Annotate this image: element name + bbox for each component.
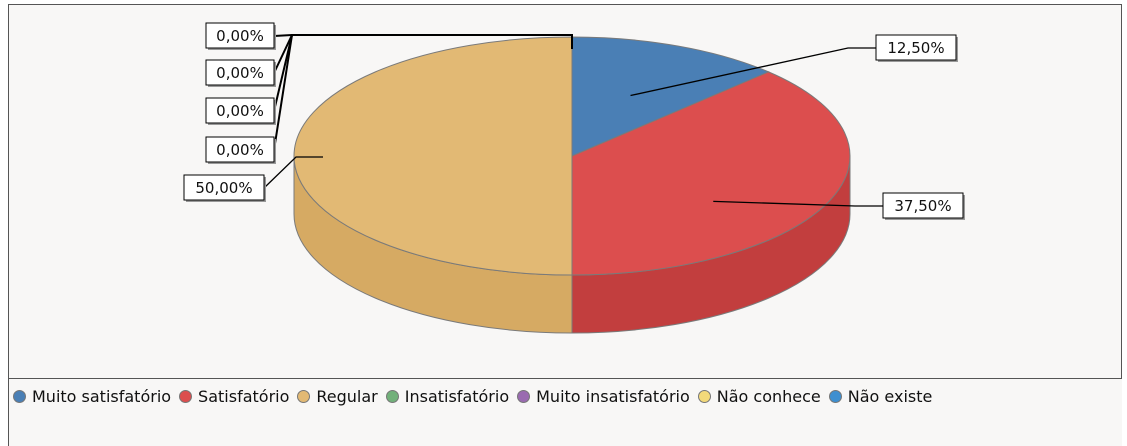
legend: Muito satisfatório Satisfatório Regular Ins…	[8, 379, 1122, 446]
pie-slice-regular	[293, 36, 573, 276]
pie-chart: 12,50% 37,50% 50,00% 0,00% 0,00% 0,00% 0,00%	[183, 22, 965, 334]
legend-item-muito-satisfatorio: Muito satisfatório	[13, 383, 171, 409]
label-box-insatisfatorio	[205, 22, 275, 49]
legend-label-muito-satisfatorio: Muito satisfatório	[32, 386, 172, 406]
leader-line-satisfatorio	[713, 200, 883, 207]
label-box-regular	[183, 174, 265, 201]
legend-label-muito-insatisfatorio: Muito insatisfatório	[536, 386, 690, 406]
legend-swatch-nao-conhece	[697, 389, 711, 403]
data-label-regular: 50,00%	[195, 179, 252, 197]
pie-slice-satisfatorio	[571, 71, 851, 276]
label-box-muito-insatisfatorio	[205, 59, 275, 86]
legend-item-insatisfatorio: Insatisfatório	[385, 383, 510, 409]
leader-line-muito-satisfatorio	[630, 47, 876, 97]
legend-item-satisfatorio: Satisfatório	[179, 383, 289, 409]
data-label-muito-satisfatorio: 12,50%	[887, 39, 944, 57]
leader-line-regular	[263, 156, 323, 189]
label-box-nao-conhece	[205, 97, 275, 124]
data-label-satisfatorio: 37,50%	[894, 197, 951, 215]
legend-swatch-satisfatorio	[179, 389, 193, 403]
pie-top	[293, 36, 851, 276]
data-label-nao-conhece: 0,00%	[216, 102, 264, 120]
legend-item-nao-existe: Não existe	[828, 383, 933, 409]
legend-swatch-muito-insatisfatorio	[517, 389, 531, 403]
legend-item-nao-conhece: Não conhece	[697, 383, 821, 409]
legend-swatch-muito-satisfatorio	[13, 389, 26, 403]
data-label-insatisfatorio: 0,00%	[216, 27, 264, 45]
legend-label-regular: Regular	[316, 386, 378, 406]
pie-labels: 12,50% 37,50% 50,00% 0,00% 0,00% 0,00% 0,00%	[183, 22, 965, 220]
data-label-muito-insatisfatorio: 0,00%	[216, 64, 264, 82]
legend-swatch-regular	[297, 389, 311, 403]
legend-label-satisfatorio: Satisfatório	[198, 386, 290, 406]
legend-label-nao-existe: Não existe	[847, 386, 933, 406]
label-box-satisfatorio	[882, 192, 964, 219]
legend-label-nao-conhece: Não conhece	[716, 386, 821, 406]
legend-label-insatisfatorio: Insatisfatório	[404, 386, 510, 406]
label-box-nao-existe	[205, 136, 275, 163]
legend-item-muito-insatisfatorio: Muito insatisfatório	[517, 383, 690, 409]
legend-item-regular: Regular	[297, 383, 378, 409]
legend-swatch-insatisfatorio	[385, 389, 399, 403]
label-box-muito-satisfatorio	[875, 34, 957, 61]
chart-panel: 12,50% 37,50% 50,00% 0,00% 0,00% 0,00% 0,00%	[8, 4, 1122, 379]
data-label-nao-existe: 0,00%	[216, 141, 264, 159]
legend-swatch-nao-existe	[828, 389, 842, 403]
leader-line-nao-existe	[273, 34, 573, 151]
pie-slice-muito-satisfatorio	[571, 36, 770, 157]
